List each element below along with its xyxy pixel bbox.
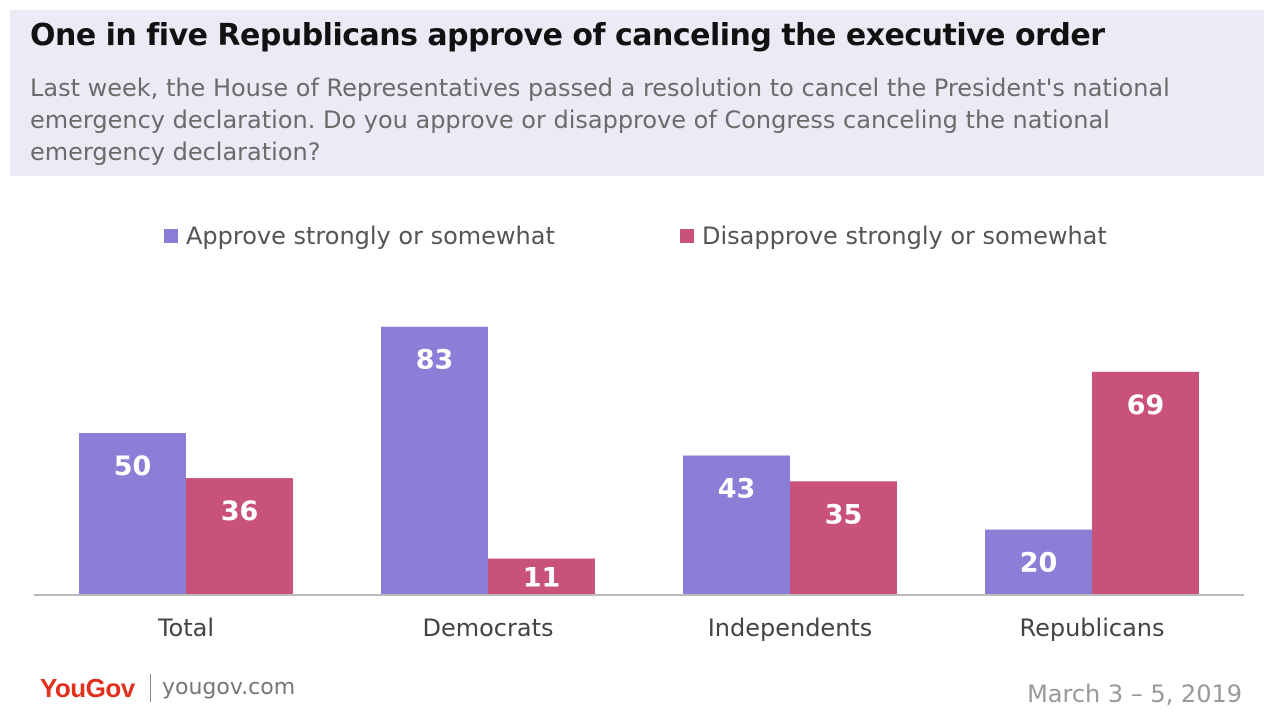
bar-disapprove-total (186, 478, 293, 594)
bar-disapprove-democrats (488, 558, 595, 594)
x-tick-label-republicans: Republicans (1020, 614, 1165, 642)
bar-approve-republicans (985, 529, 1092, 594)
data-label-disapprove-democrats: 11 (523, 562, 561, 593)
chart-legend: Approve strongly or somewhat Disapprove … (0, 222, 1274, 256)
data-label-disapprove-independents: 35 (825, 499, 863, 530)
footer-divider (150, 674, 151, 702)
data-label-approve-democrats: 83 (416, 345, 454, 376)
chart-title: One in five Republicans approve of cance… (30, 18, 1105, 53)
footer-date: March 3 – 5, 2019 (1027, 680, 1242, 708)
legend-swatch-approve (164, 229, 178, 243)
legend-item-disapprove: Disapprove strongly or somewhat (680, 222, 1107, 250)
legend-swatch-disapprove (680, 229, 694, 243)
legend-label-disapprove: Disapprove strongly or somewhat (702, 222, 1107, 250)
yougov-logo: YouGov (40, 673, 135, 703)
chart-subtitle: Last week, the House of Representatives … (30, 74, 1170, 166)
bar-approve-independents (683, 455, 790, 594)
legend-label-approve: Approve strongly or somewhat (186, 222, 555, 250)
data-label-disapprove-total: 36 (221, 496, 259, 527)
data-label-approve-republicans: 20 (1020, 548, 1058, 579)
bar-approve-total (79, 433, 186, 594)
x-tick-label-independents: Independents (708, 614, 873, 642)
data-label-approve-total: 50 (114, 451, 152, 482)
bar-disapprove-independents (790, 481, 897, 594)
x-tick-label-total: Total (157, 614, 214, 642)
chart-header: One in five Republicans approve of cance… (10, 10, 1264, 176)
footer-url: yougov.com (162, 675, 296, 700)
x-tick-label-democrats: Democrats (423, 614, 554, 642)
data-label-approve-independents: 43 (718, 474, 756, 505)
data-label-disapprove-republicans: 69 (1127, 390, 1165, 421)
legend-item-approve: Approve strongly or somewhat (164, 222, 555, 250)
bar-disapprove-republicans (1092, 371, 1199, 594)
bar-approve-democrats (381, 326, 488, 594)
